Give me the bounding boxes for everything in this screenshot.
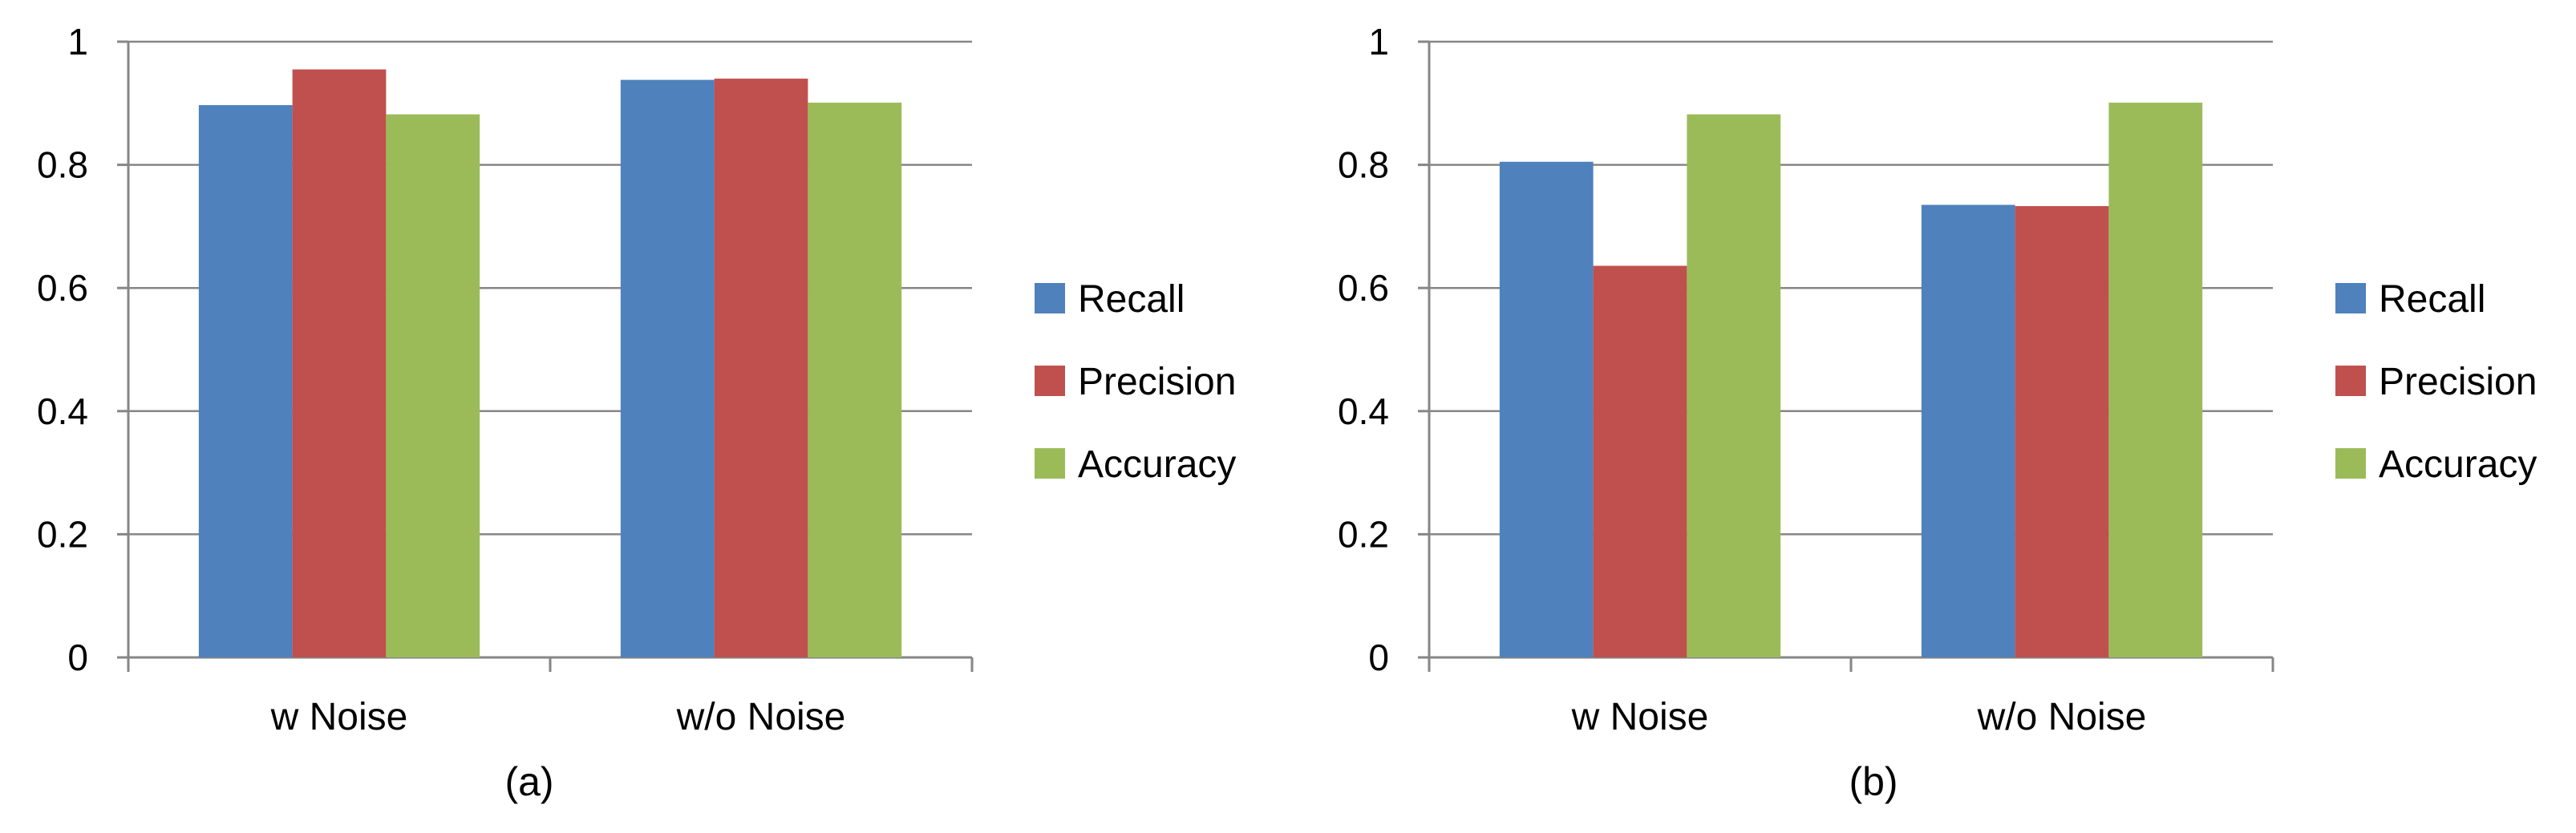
y-tick-label: 0.4 — [1338, 390, 1389, 432]
bar-recall-w-noise — [198, 105, 293, 657]
chart-a: 0 0.2 0.4 0.6 0.8 1 w Noise w/o Noise Recall Prec… — [37, 21, 1236, 804]
y-tick-label: 1 — [67, 21, 88, 63]
bar-accuracy-w-noise — [386, 114, 480, 657]
bar-accuracy-wo-noise — [808, 103, 902, 658]
x-category-label: w/o Noise — [676, 696, 846, 738]
y-tick-label: 0.6 — [37, 267, 88, 309]
y-tick-label: 0.2 — [37, 513, 88, 555]
x-category-label: w Noise — [1571, 696, 1709, 738]
chart-b: 0 0.2 0.4 0.6 0.8 1 w Noise w/o Noise Recall Prec… — [1338, 21, 2537, 804]
y-tick-label: 0 — [67, 637, 88, 678]
y-tick-label: 0.4 — [37, 390, 88, 432]
legend-label-precision: Precision — [1078, 361, 1236, 403]
y-tick-label: 0.8 — [37, 144, 88, 186]
y-tick-label: 1 — [1368, 21, 1389, 63]
legend-swatch-accuracy — [2335, 448, 2366, 479]
legend-swatch-recall — [1035, 283, 1065, 313]
y-tick-label: 0.2 — [1338, 513, 1389, 555]
bar-accuracy-w-noise — [1687, 114, 1781, 657]
legend-label-recall: Recall — [2379, 278, 2485, 321]
legend-swatch-precision — [2335, 366, 2366, 396]
y-tick-label: 0.8 — [1338, 144, 1389, 186]
bar-recall-w-noise — [1499, 161, 1594, 657]
legend-label-accuracy: Accuracy — [2379, 443, 2537, 486]
y-tick-label: 0.6 — [1338, 267, 1389, 309]
bar-recall-wo-noise — [620, 79, 715, 658]
legend-label-recall: Recall — [1078, 278, 1185, 321]
bar-precision-wo-noise — [714, 79, 808, 657]
bar-precision-wo-noise — [2015, 206, 2109, 657]
x-category-label: w Noise — [270, 696, 408, 738]
legend-swatch-accuracy — [1035, 448, 1065, 479]
figure-caption: (b) — [1849, 759, 1898, 804]
x-category-label: w/o Noise — [1977, 696, 2147, 738]
bar-precision-w-noise — [1593, 265, 1687, 657]
legend-swatch-precision — [1035, 366, 1065, 396]
figure-caption: (a) — [504, 759, 553, 804]
bar-precision-w-noise — [292, 69, 387, 657]
legend-label-precision: Precision — [2379, 361, 2537, 403]
legend-label-accuracy: Accuracy — [1078, 443, 1236, 486]
bar-accuracy-wo-noise — [2108, 103, 2203, 658]
bar-recall-wo-noise — [1921, 204, 2015, 657]
legend-swatch-recall — [2335, 283, 2366, 313]
y-tick-label: 0 — [1368, 637, 1389, 678]
